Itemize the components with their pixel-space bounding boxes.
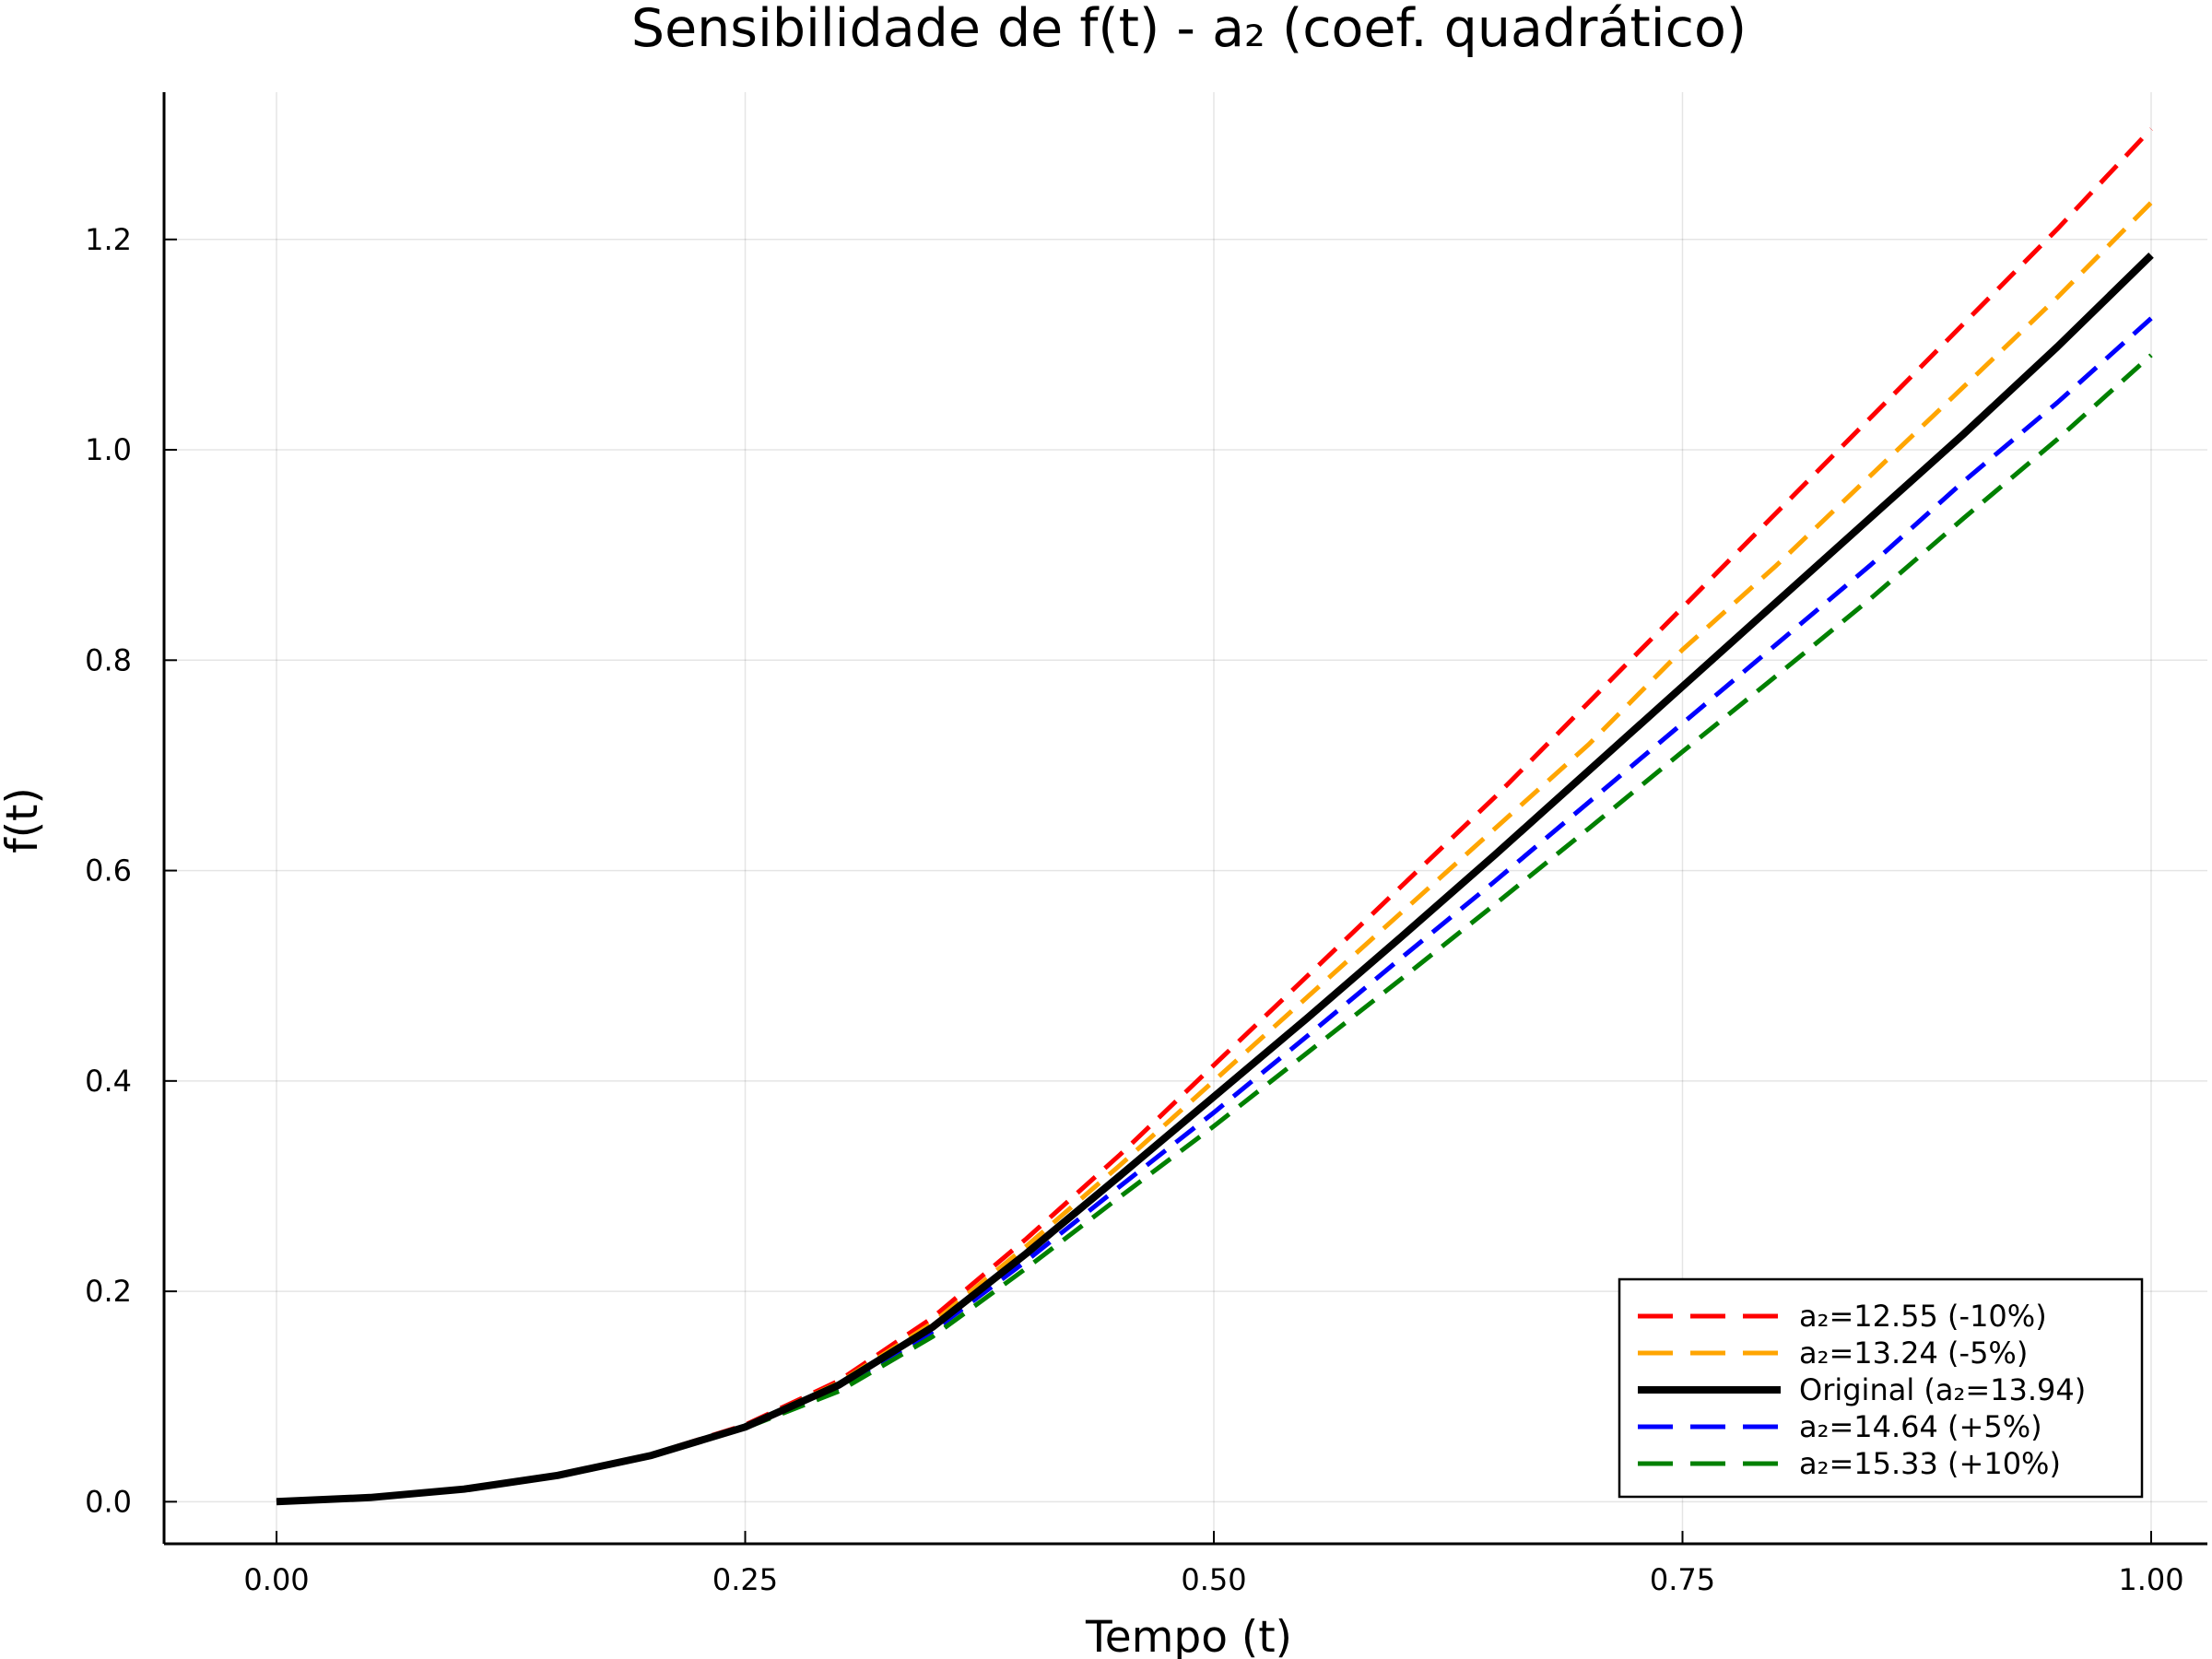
x-tick-label-3: 0.75 (1650, 1562, 1715, 1597)
chart-title: Sensibilidade de f(t) - a₂ (coef. quadrá… (631, 0, 1747, 59)
tick-labels: 0.00 0.25 0.50 0.75 1.00 0.0 0.2 0.4 0.6 0.8 1.0 1.… (85, 222, 2183, 1597)
axes (162, 92, 2207, 1546)
legend-label-1: a₂=13.24 (-5%) (1799, 1335, 2028, 1371)
series-layer (276, 127, 2154, 1506)
x-tick-label-1: 0.25 (712, 1562, 778, 1597)
y-tick-label-0: 0.0 (85, 1484, 132, 1519)
legend-label-0: a₂=12.55 (-10%) (1799, 1299, 2047, 1334)
legend-label-3: a₂=14.64 (+5%) (1799, 1409, 2042, 1444)
y-tick-label-2: 0.4 (85, 1064, 132, 1099)
x-tick-label-4: 1.00 (2118, 1562, 2183, 1597)
grid-lines (164, 92, 2207, 1544)
legend-label-4: a₂=15.33 (+10%) (1799, 1446, 2061, 1481)
legend: a₂=12.55 (-10%)a₂=13.24 (-5%)Original (a… (1618, 1277, 2144, 1499)
series-line-2 (276, 253, 2154, 1506)
x-axis-label: Tempo (t) (1085, 1612, 1292, 1659)
y-tick-label-6: 1.2 (85, 222, 132, 257)
legend-label-2: Original (a₂=13.94) (1799, 1372, 2086, 1407)
y-tick-label-1: 0.2 (85, 1274, 132, 1309)
x-tick-label-0: 0.00 (243, 1562, 309, 1597)
y-tick-label-4: 0.8 (85, 642, 132, 677)
y-axis-label: f(t) (0, 787, 48, 853)
y-tick-label-3: 0.6 (85, 853, 132, 888)
y-tick-label-5: 1.0 (85, 432, 132, 467)
x-tick-label-2: 0.50 (1181, 1562, 1246, 1597)
